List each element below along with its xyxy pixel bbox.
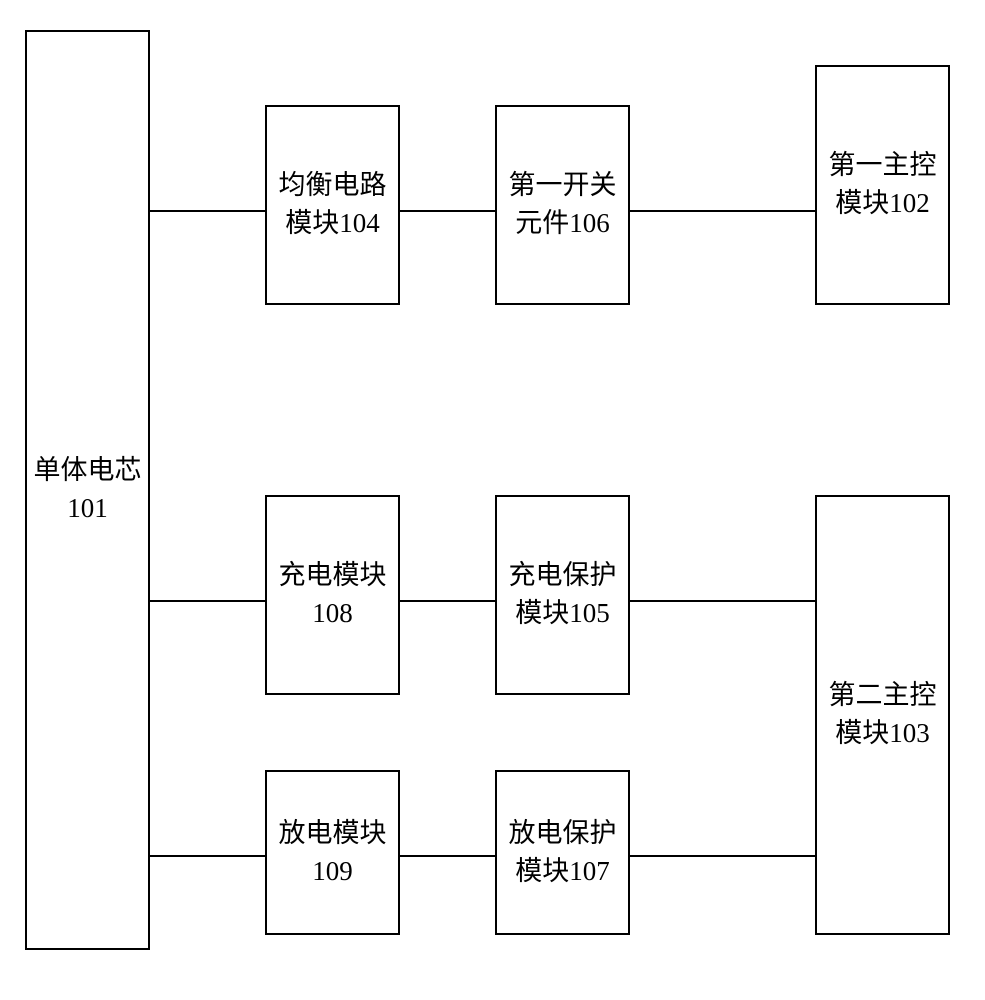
node-label: 放电保护 模块107 — [509, 815, 617, 891]
label-line2: 108 — [279, 595, 387, 633]
edge-dischargeprot-to-master2 — [630, 855, 815, 857]
node-master2-103: 第二主控 模块103 — [815, 495, 950, 935]
label-line1: 放电模块 — [279, 815, 387, 853]
edge-cell-to-balance — [150, 210, 265, 212]
node-discharge-109: 放电模块 109 — [265, 770, 400, 935]
label-line2: 模块103 — [829, 715, 937, 753]
node-label: 第一开关 元件106 — [509, 167, 617, 243]
label-line1: 均衡电路 — [279, 167, 387, 205]
label-line2: 模块105 — [509, 595, 617, 633]
label-line2: 模块104 — [279, 205, 387, 243]
label-line1: 单体电芯 — [34, 452, 142, 490]
label-line2: 101 — [34, 490, 142, 528]
node-charge-108: 充电模块 108 — [265, 495, 400, 695]
node-label: 均衡电路 模块104 — [279, 167, 387, 243]
node-label: 单体电芯 101 — [34, 452, 142, 528]
label-line2: 模块102 — [829, 185, 937, 223]
edge-cell-to-charge — [150, 600, 265, 602]
label-line1: 充电模块 — [279, 557, 387, 595]
node-label: 放电模块 109 — [279, 815, 387, 891]
label-line1: 第二主控 — [829, 677, 937, 715]
label-line2: 模块107 — [509, 853, 617, 891]
node-label: 充电保护 模块105 — [509, 557, 617, 633]
label-line2: 109 — [279, 853, 387, 891]
label-line1: 充电保护 — [509, 557, 617, 595]
node-charge-prot-105: 充电保护 模块105 — [495, 495, 630, 695]
block-diagram: 单体电芯 101 均衡电路 模块104 第一开关 元件106 第一主控 模块10… — [0, 0, 985, 1000]
edge-charge-to-chargeprot — [400, 600, 495, 602]
label-line1: 第一开关 — [509, 167, 617, 205]
node-switch-106: 第一开关 元件106 — [495, 105, 630, 305]
edge-balance-to-switch — [400, 210, 495, 212]
node-discharge-prot-107: 放电保护 模块107 — [495, 770, 630, 935]
label-line1: 第一主控 — [829, 147, 937, 185]
label-line2: 元件106 — [509, 205, 617, 243]
label-line1: 放电保护 — [509, 815, 617, 853]
node-label: 充电模块 108 — [279, 557, 387, 633]
node-master1-102: 第一主控 模块102 — [815, 65, 950, 305]
node-balance-104: 均衡电路 模块104 — [265, 105, 400, 305]
node-label: 第二主控 模块103 — [829, 677, 937, 753]
edge-discharge-to-dischargeprot — [400, 855, 495, 857]
edge-chargeprot-to-master2 — [630, 600, 815, 602]
edge-cell-to-discharge — [150, 855, 265, 857]
node-label: 第一主控 模块102 — [829, 147, 937, 223]
node-cell-101: 单体电芯 101 — [25, 30, 150, 950]
edge-switch-to-master1 — [630, 210, 815, 212]
